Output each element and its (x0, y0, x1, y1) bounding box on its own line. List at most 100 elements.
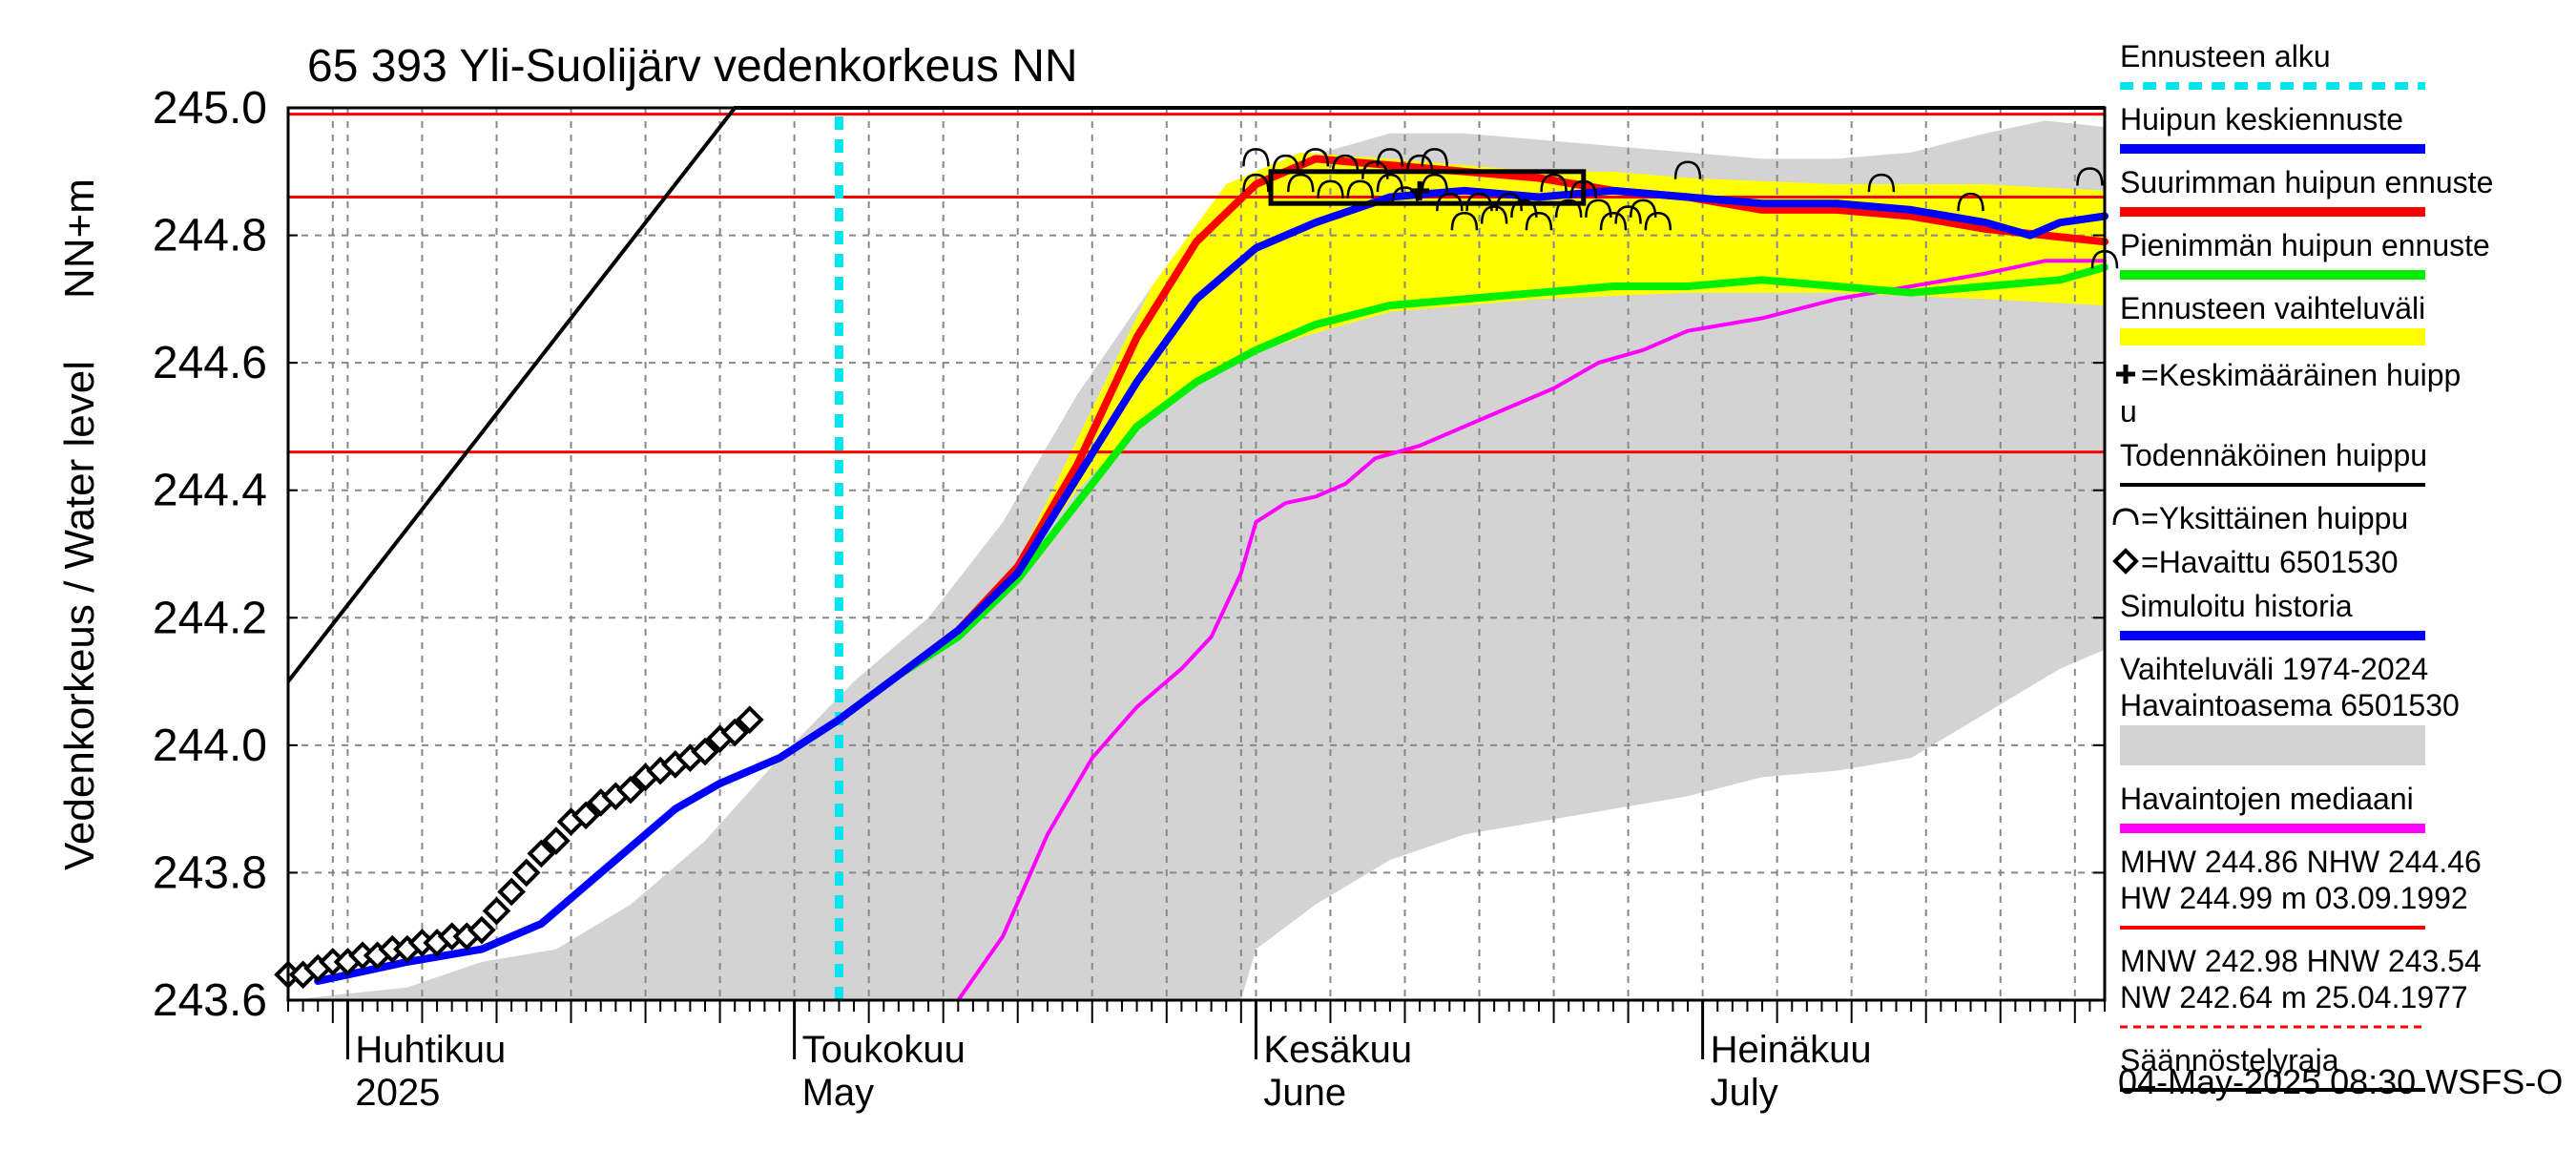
observed-point (691, 737, 719, 766)
footer-timestamp: 04-May-2025 08:30 WSFS-O (2118, 1062, 2563, 1101)
individual-peak-marker (1361, 160, 1389, 179)
legend-label: Huipun keskiennuste (2120, 102, 2403, 136)
individual-peak-marker (1540, 173, 1568, 193)
series-pienimmän-huipun-ennuste (835, 263, 2109, 724)
series-huipun-keskiennuste (835, 186, 2109, 724)
individual-peak-marker (1673, 160, 1702, 179)
legend-label: =Yksittäinen huippu (2141, 501, 2408, 535)
legend-label: Säännöstelyraja (2120, 1043, 2339, 1077)
legend-label: =Havaittu 6501530 (2141, 545, 2399, 579)
legend-label: MHW 244.86 NHW 244.46 (2120, 845, 2482, 879)
y-tick-label: 243.6 (153, 975, 267, 1026)
individual-peak-marker (1465, 192, 1493, 212)
month-label-fi: Heinäkuu (1711, 1029, 1872, 1071)
legend-swatch (2120, 725, 2425, 765)
individual-peak-marker (1525, 211, 1553, 231)
individual-peak-marker (1405, 154, 1434, 174)
legend-label: Havaintojen mediaani (2120, 782, 2414, 816)
observed-point (511, 858, 541, 888)
grid (288, 107, 2105, 1001)
month-label-en: June (1263, 1072, 1346, 1114)
individual-peak-marker (1614, 205, 1642, 224)
axes: 243.6 243.8 244.0 244.2 244.4 244.6 244.8 245.0… (153, 83, 2107, 1114)
y-axis-label: Vedenkorkeus / Water level (56, 361, 103, 870)
individual-peak-marker (1450, 211, 1479, 231)
forecast-range-band (839, 152, 2105, 721)
individual-peak-marker (1599, 211, 1628, 231)
legend-label: Todennäköinen huippu (2120, 438, 2427, 472)
individual-peak-marker (1317, 179, 1344, 199)
observed-point (616, 775, 645, 805)
legend-label: Ennusteen alku (2120, 39, 2331, 73)
y-axis-unit: NN+m (56, 178, 103, 299)
y-tick-label: 244.4 (153, 466, 267, 516)
y-tick-label: 245.0 (153, 83, 267, 134)
individual-peak-marker (1421, 173, 1448, 193)
individual-peak-marker (1510, 199, 1538, 218)
individual-peak-marker (1287, 173, 1315, 193)
month-label-fi: Huhtikuu (355, 1029, 506, 1071)
legend-swatch (2116, 365, 2135, 384)
month-label-en: May (802, 1072, 875, 1114)
individual-peak-marker (1629, 199, 1657, 218)
legend-swatch (2112, 548, 2139, 575)
individual-peak-marker (1376, 148, 1404, 167)
historical-range-band (288, 120, 2105, 1000)
individual-peak-marker (1867, 173, 1896, 193)
individual-peak-marker (1272, 154, 1299, 174)
legend-label: =Keskimääräinen huipp (2141, 358, 2461, 392)
month-label-fi: Toukokuu (802, 1029, 966, 1071)
observed-point (720, 718, 750, 747)
legend-swatch (2120, 328, 2425, 345)
legend-label: Havaintoasema 6501530 (2120, 688, 2460, 722)
legend-swatch (2112, 508, 2139, 526)
y-tick-label: 244.6 (153, 338, 267, 388)
individual-peak-marker (1376, 173, 1404, 193)
individual-peak-marker (1301, 148, 1330, 167)
individual-peak-marker (1495, 192, 1523, 212)
legend-label: u (2120, 394, 2137, 429)
month-label-fi: Kesäkuu (1263, 1029, 1412, 1071)
y-tick-label: 244.8 (153, 211, 267, 261)
range-bands (288, 120, 2105, 1000)
observed-point (467, 915, 496, 945)
individual-peak-marker (2076, 167, 2104, 186)
individual-peak-marker (1957, 192, 1984, 212)
observed-point (735, 705, 764, 734)
legend-label: MNW 242.98 HNW 243.54 (2120, 944, 2482, 978)
legend-label: Suurimman huipun ennuste (2120, 165, 2493, 199)
individual-peak-marker (1436, 192, 1464, 212)
observed-point (527, 839, 556, 868)
series-lines (314, 108, 2109, 1002)
y-tick-label: 243.8 (153, 847, 267, 898)
chart-title: 65 393 Yli-Suolijärv vedenkorkeus NN (307, 41, 1078, 92)
individual-peak-marker (1644, 211, 1672, 231)
y-tick-label: 244.0 (153, 721, 267, 771)
individual-peak-marker (1421, 148, 1448, 167)
individual-peak-marker (1242, 148, 1270, 167)
legend-label: NW 242.64 m 25.04.1977 (2120, 980, 2468, 1014)
observed-point (482, 896, 511, 926)
month-label-en: 2025 (355, 1072, 440, 1114)
observed-point (571, 801, 600, 830)
individual-peak-marker (1585, 199, 1612, 218)
observed-point (542, 826, 571, 855)
plot-frame (286, 106, 2107, 1002)
series-simuloitu-historia (314, 716, 843, 985)
month-label-en: July (1711, 1072, 1778, 1114)
legend-label: Vaihteluväli 1974-2024 (2120, 652, 2428, 686)
observed-point (497, 877, 526, 907)
probable-peak-box (1268, 169, 1587, 206)
legend-label: Ennusteen vaihteluväli (2120, 291, 2425, 325)
individual-peak-marker (1480, 205, 1508, 224)
individual-peak-marker (1554, 199, 1583, 218)
series-havaintojen-mediaani (956, 259, 2107, 1002)
legend-label: Pienimmän huipun ennuste (2120, 228, 2490, 262)
individual-peak-marker (1242, 173, 1270, 193)
y-tick-label: 244.2 (153, 593, 267, 643)
individual-peak-marker (1569, 179, 1598, 199)
markers (274, 148, 2119, 990)
individual-peak-marker (1331, 154, 1360, 174)
